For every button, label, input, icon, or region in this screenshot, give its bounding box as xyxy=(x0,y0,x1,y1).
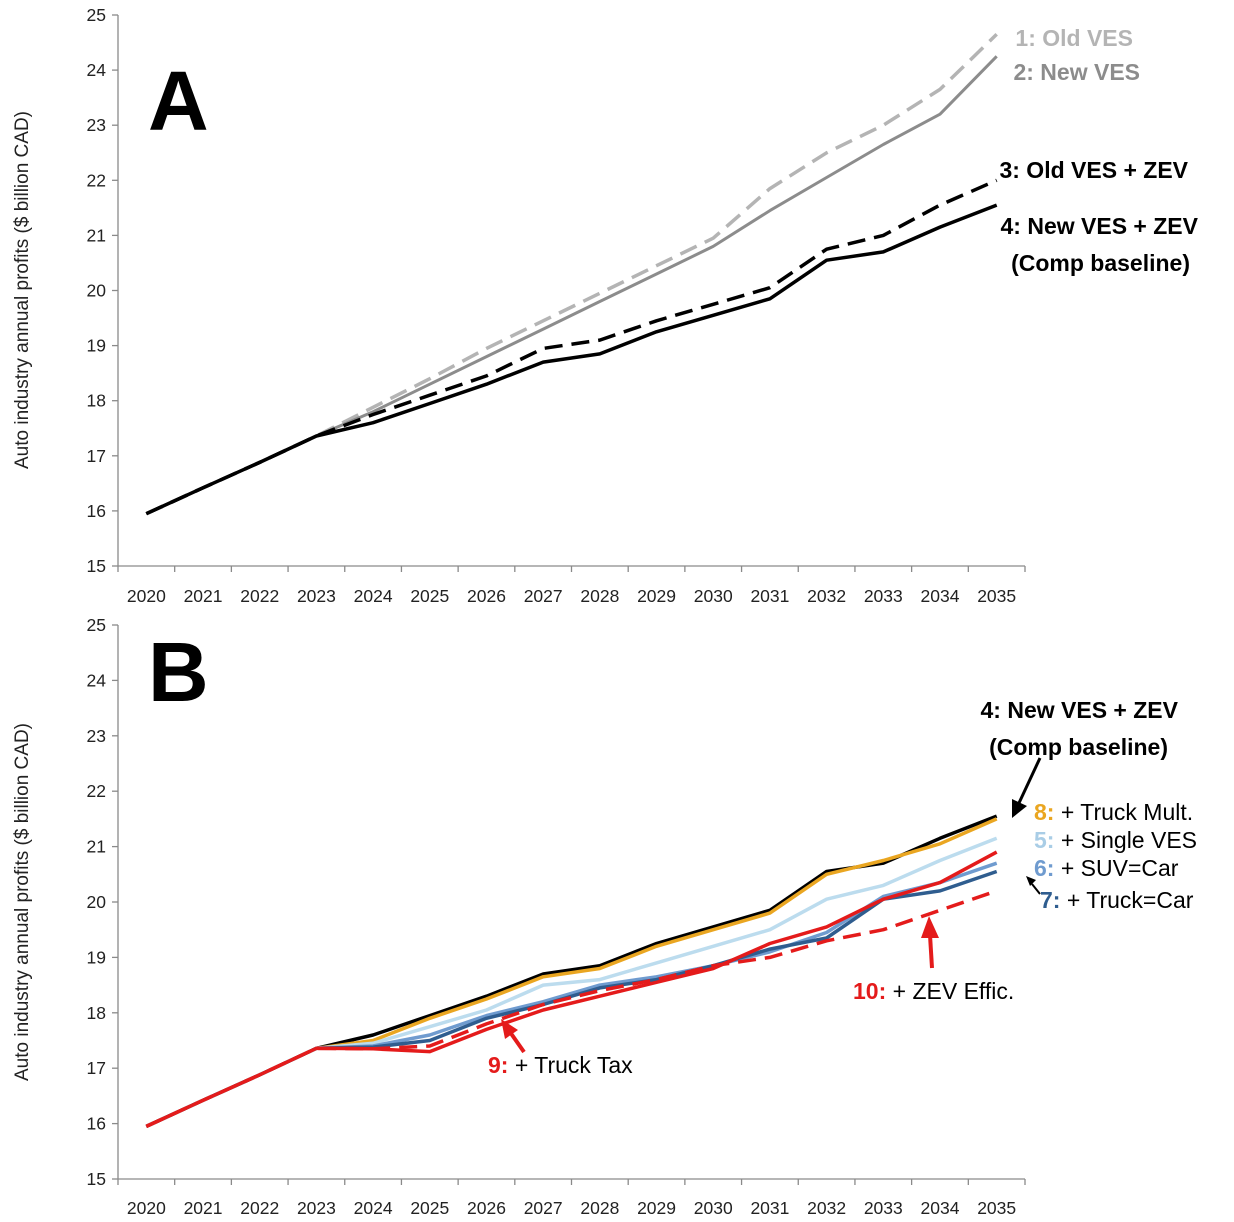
panel-a-series-labels: 1: Old VES 2: New VES 3: Old VES + ZEV 4… xyxy=(999,25,1198,276)
panel-b-x-tick-label: 2026 xyxy=(467,1198,506,1218)
panel-b-x-tick-label: 2025 xyxy=(410,1198,449,1218)
panel-a-x-tick-label: 2020 xyxy=(127,586,166,606)
panel-a-x-tick-label: 2022 xyxy=(240,586,279,606)
label-single-ves: 5: + Single VES xyxy=(1034,827,1197,853)
panel-b-series-line-2 xyxy=(145,817,998,1128)
panel-a-x-tick-label: 2031 xyxy=(750,586,789,606)
panel-a-y-tick-label: 23 xyxy=(87,115,106,135)
panel-b-y-tick-label: 22 xyxy=(87,781,106,801)
panel-a-x-tick-label: 2028 xyxy=(580,586,619,606)
panel-b-y-tick-label: 16 xyxy=(87,1114,106,1134)
panel-a-x-tick-label: 2023 xyxy=(297,586,336,606)
panel-a-x-tick-label: 2027 xyxy=(524,586,563,606)
label-suv-car: 6: + SUV=Car xyxy=(1034,855,1179,881)
panel-b-series-labels: 4: New VES + ZEV (Comp baseline) 8: + Tr… xyxy=(488,697,1197,1078)
panel-b-x-tick-label: 2027 xyxy=(524,1198,563,1218)
panel-a-lines xyxy=(145,33,998,516)
arrow-baseline xyxy=(1012,757,1042,818)
label-new-ves: 2: New VES xyxy=(1013,59,1140,85)
panel-b-y-tick-label: 21 xyxy=(87,837,106,857)
panel-a-x-tick-label: 2025 xyxy=(410,586,449,606)
panel-b-x-tick-label: 2034 xyxy=(921,1198,960,1218)
panel-b-y-tick-label: 25 xyxy=(87,615,106,635)
panel-b-x-tick-label: 2024 xyxy=(354,1198,393,1218)
panel-a-y-tick-label: 16 xyxy=(87,501,106,521)
panel-a-x-tick-label: 2021 xyxy=(184,586,223,606)
label-new-ves-zev: 4: New VES + ZEV xyxy=(1001,213,1199,239)
panel-a-x-tick-label: 2032 xyxy=(807,586,846,606)
panel-a-series-line-2 xyxy=(145,55,998,516)
panel-b-x-tick-label: 2022 xyxy=(240,1198,279,1218)
panel-b-chart: B Auto industry annual profits ($ billio… xyxy=(12,615,1197,1218)
label-b-new-ves-zev: 4: New VES + ZEV xyxy=(981,697,1179,723)
panel-b-x-tick-label: 2035 xyxy=(977,1198,1016,1218)
panel-a-x-tick-label: 2033 xyxy=(864,586,903,606)
panel-b-y-tick-label: 23 xyxy=(87,726,106,746)
panel-a-y-tick-label: 22 xyxy=(87,170,106,190)
panel-a-y-tick-label: 15 xyxy=(87,556,106,576)
panel-b-y-tick-label: 17 xyxy=(87,1058,106,1078)
panel-a-y-tick-label: 25 xyxy=(87,5,106,25)
panel-b-y-tick-label: 24 xyxy=(87,670,107,690)
panel-b-series-line-6 xyxy=(145,850,998,1128)
panel-b-series-line-7 xyxy=(145,889,998,1128)
panel-a-x-tick-label: 2029 xyxy=(637,586,676,606)
panel-b-y-tick-label: 19 xyxy=(87,947,106,967)
panel-b-x-tick-label: 2032 xyxy=(807,1198,846,1218)
panel-a-letter: A xyxy=(148,54,209,148)
label-comp-baseline: (Comp baseline) xyxy=(1011,250,1190,276)
panel-b-x-tick-label: 2029 xyxy=(637,1198,676,1218)
panel-a-y-tick-label: 21 xyxy=(87,225,106,245)
panel-a-series-line-3 xyxy=(145,178,998,516)
panel-b-x-tick-label: 2023 xyxy=(297,1198,336,1218)
panel-b-x-tick-label: 2031 xyxy=(750,1198,789,1218)
panel-a-series-line-4 xyxy=(145,203,998,516)
panel-a-x-tick-label: 2034 xyxy=(921,586,960,606)
panel-a-x-tick-label: 2035 xyxy=(977,586,1016,606)
panel-a-y-tick-label: 19 xyxy=(87,336,106,356)
panel-a-y-tick-label: 17 xyxy=(87,446,106,466)
label-zev-effic: 10: + ZEV Effic. xyxy=(853,978,1014,1004)
panel-b-x-tick-label: 2033 xyxy=(864,1198,903,1218)
panel-a-chart: A Auto industry annual profits ($ billio… xyxy=(12,5,1199,606)
label-old-ves: 1: Old VES xyxy=(1015,25,1133,51)
label-b-comp-baseline: (Comp baseline) xyxy=(989,734,1168,760)
panel-b-y-tick-label: 18 xyxy=(87,1003,106,1023)
label-old-ves-zev: 3: Old VES + ZEV xyxy=(999,157,1188,183)
panel-b-letter: B xyxy=(148,625,209,719)
panel-a-x-tick-label: 2024 xyxy=(354,586,393,606)
arrow-truck-car xyxy=(1026,876,1041,895)
panel-b-x-tick-label: 2028 xyxy=(580,1198,619,1218)
panel-b-y-axis-label: Auto industry annual profits ($ billion … xyxy=(12,723,33,1081)
panel-b-x-tick-label: 2030 xyxy=(694,1198,733,1218)
panel-b-x-tick-label: 2021 xyxy=(184,1198,223,1218)
panel-a-series-line-1 xyxy=(145,33,998,516)
panel-b-lines xyxy=(145,814,998,1128)
panel-b-x-tick-label: 2020 xyxy=(127,1198,166,1218)
panel-b-y-tick-label: 20 xyxy=(87,892,107,912)
arrow-zev-effic xyxy=(921,916,939,969)
panel-a-x-tick-label: 2026 xyxy=(467,586,506,606)
label-truck-car: 7: + Truck=Car xyxy=(1040,887,1194,913)
panel-b-y-tick-label: 15 xyxy=(87,1169,106,1189)
arrow-truck-tax xyxy=(501,1019,526,1054)
label-truck-mult: 8: + Truck Mult. xyxy=(1034,799,1193,825)
panel-a-y-tick-label: 18 xyxy=(87,391,106,411)
panel-a-y-axis-label: Auto industry annual profits ($ billion … xyxy=(12,111,33,469)
panel-a-y-tick-label: 24 xyxy=(87,60,107,80)
panel-a-y-tick-label: 20 xyxy=(87,281,107,301)
label-truck-tax: 9: + Truck Tax xyxy=(488,1052,633,1078)
panel-a-x-tick-label: 2030 xyxy=(694,586,733,606)
